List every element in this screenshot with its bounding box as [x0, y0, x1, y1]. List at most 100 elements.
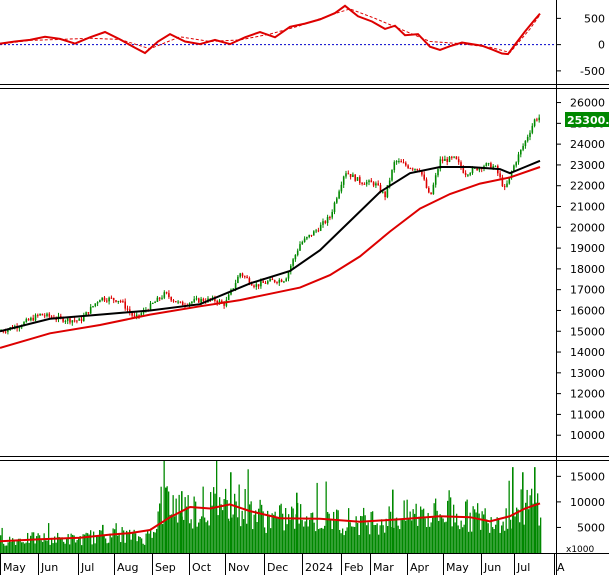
volume-bar [466, 499, 468, 553]
price-panel: 2600025000240002300022000210002000019000… [0, 97, 605, 442]
candle-body [234, 283, 237, 289]
candle-body [46, 313, 48, 317]
volume-bar [360, 515, 362, 553]
volume-bar [139, 537, 141, 553]
candle-body [324, 221, 327, 223]
volume-bar [342, 528, 344, 553]
volume-bar [315, 531, 317, 553]
candle-body [269, 278, 271, 282]
volume-bar [312, 512, 314, 553]
volume-bar [258, 508, 260, 553]
volume-bar [493, 529, 495, 553]
volume-bar [91, 544, 93, 553]
volume-bar [351, 526, 353, 553]
volume-bar [18, 538, 20, 553]
volume-bar [214, 493, 216, 553]
volume-bar [238, 484, 240, 553]
candle-body [71, 320, 74, 323]
month-label: Jun [483, 561, 501, 574]
volume-bar [412, 509, 414, 553]
candle-body [191, 301, 193, 304]
candle-body [393, 162, 396, 170]
volume-bar [105, 538, 107, 553]
volume-bar [498, 518, 500, 553]
candle-body [161, 297, 163, 299]
osc-line-solid [0, 4, 541, 56]
candle-body [106, 300, 108, 302]
volume-bar [85, 532, 87, 553]
candle-body [158, 297, 161, 299]
volume-bar [471, 531, 473, 553]
volume-spike-bar [512, 467, 514, 553]
volume-tick-label: 5000 [577, 521, 605, 534]
price-tick-label: 16000 [570, 304, 605, 317]
volume-bar [303, 526, 305, 553]
volume-bar [175, 498, 177, 553]
volume-bar [423, 508, 425, 553]
candle-body [135, 314, 138, 317]
volume-bar [433, 503, 435, 553]
oscillator-panel: 500 0 -500 [0, 4, 605, 78]
volume-bar [288, 514, 290, 553]
candle-body [430, 192, 432, 195]
volume-bar [123, 530, 125, 553]
volume-bar [63, 541, 65, 553]
volume-bar [439, 514, 441, 553]
volume-bar [532, 503, 534, 553]
volume-bar [340, 533, 342, 553]
month-label: 2024 [305, 561, 333, 574]
volume-bar [444, 522, 446, 553]
volume-bar [463, 524, 465, 553]
volume-spike-bar [296, 492, 298, 553]
candle-body [149, 303, 152, 311]
candle-body [494, 165, 497, 167]
candle-body [492, 166, 494, 169]
candle-body [76, 320, 78, 322]
candle-body [119, 300, 122, 302]
candle-body [347, 173, 350, 175]
volume-bar [270, 528, 272, 553]
volume-bar [348, 508, 350, 553]
candle-body [264, 282, 267, 284]
volume-bar [237, 517, 239, 553]
volume-bar [298, 523, 300, 553]
volume-bar [211, 505, 213, 553]
candle-body [520, 149, 522, 155]
volume-bar [108, 542, 110, 553]
volume-bar [213, 487, 215, 553]
volume-bar [126, 530, 128, 553]
volume-bar [421, 509, 423, 553]
candle-body [340, 184, 343, 192]
candle-body [501, 177, 504, 187]
candle-body [112, 298, 115, 301]
candle-body [499, 173, 501, 178]
candle-body [96, 302, 99, 304]
candle-body [198, 298, 200, 303]
volume-bar [525, 502, 527, 553]
candle-body [522, 145, 524, 150]
time-axis: May Jun Jul Aug Sep Oct Nov Dec 2024 Feb Mar Apr May… [0, 553, 565, 575]
volume-bar [309, 519, 311, 553]
volume-bar [331, 528, 333, 553]
volume-bar [3, 543, 5, 553]
candle-body [414, 168, 416, 170]
volume-bar [25, 542, 27, 553]
volume-bar [90, 530, 92, 553]
candle-body [319, 224, 322, 231]
volume-bar [429, 526, 431, 553]
volume-bar [453, 504, 455, 553]
volume-spike-bar [230, 472, 232, 553]
volume-bar [277, 517, 279, 553]
month-label: Sep [155, 561, 176, 574]
volume-bar [468, 531, 470, 553]
volume-bar [454, 522, 456, 553]
volume-bar [457, 525, 459, 553]
volume-bar [376, 523, 378, 553]
volume-bar [489, 532, 491, 553]
volume-bar [267, 510, 269, 553]
volume-bar [513, 512, 515, 553]
volume-bar [406, 499, 408, 553]
candle-body [78, 318, 80, 321]
volume-bar [363, 507, 365, 553]
